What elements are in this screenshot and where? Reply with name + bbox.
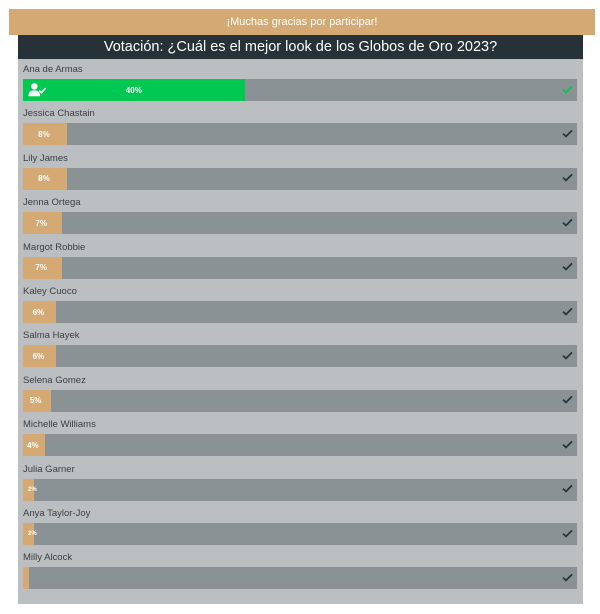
- poll-option-bar-fill: [23, 389, 51, 412]
- check-icon: [561, 260, 573, 274]
- poll-option-bar[interactable]: 6%: [23, 301, 577, 323]
- check-icon: [561, 526, 573, 540]
- poll-option-name: Kaley Cuoco: [23, 286, 77, 297]
- poll-option[interactable]: Salma Hayek 6%: [18, 325, 583, 369]
- poll-option-name: Selena Gomez: [23, 374, 86, 386]
- poll-option-name: Ana de Armas: [23, 64, 83, 75]
- poll-option-percent: 5%: [29, 396, 42, 406]
- poll-option-bar[interactable]: 7%: [23, 212, 577, 235]
- poll-option-name: Margot Robbie: [23, 241, 86, 253]
- check-icon: [561, 437, 573, 451]
- poll-option-bar[interactable]: 8%: [23, 167, 577, 190]
- poll-option-percent: 8%: [38, 129, 50, 139]
- poll-option[interactable]: Julia Garner 2%: [18, 459, 583, 503]
- poll-option[interactable]: Lily James 8%: [18, 148, 583, 192]
- poll-option-name: Jessica Chastain: [23, 108, 95, 120]
- poll-title: Votación: ¿Cuál es el mejor look de los …: [103, 39, 498, 55]
- poll-option-bar[interactable]: 2%: [23, 478, 577, 501]
- poll-option[interactable]: Anya Taylor-Joy 2%: [18, 503, 583, 547]
- poll-option-bar[interactable]: 6%: [23, 345, 577, 368]
- poll-option-percent: 6%: [32, 307, 45, 317]
- poll-option-percent: 2%: [28, 531, 37, 537]
- check-icon: [561, 82, 573, 96]
- poll-option-bar-fill: [23, 345, 57, 368]
- thanks-banner: ¡Muchas gracias por participar!: [9, 9, 595, 35]
- poll-option-name: Julia Garner: [23, 463, 75, 475]
- poll-option[interactable]: Milly Alcock: [18, 547, 583, 591]
- poll-panel: Votación: ¿Cuál es el mejor look de los …: [18, 35, 583, 604]
- check-icon: [561, 126, 573, 140]
- poll-option-bar-fill: [23, 523, 35, 545]
- poll-option-bar-fill: [23, 212, 62, 235]
- poll-option-name: Michelle Williams: [23, 419, 96, 431]
- poll-option-bar[interactable]: [23, 567, 577, 590]
- poll-option-bar-fill: [23, 256, 62, 279]
- poll-option[interactable]: Jessica Chastain 8%: [18, 103, 583, 147]
- poll-option-bar[interactable]: 8%: [23, 123, 577, 146]
- poll-option[interactable]: Ana de Armas 40%: [18, 59, 583, 103]
- poll-option-bar[interactable]: 40%: [23, 79, 577, 101]
- poll-header: Votación: ¿Cuál es el mejor look de los …: [18, 35, 583, 59]
- check-icon: [561, 482, 573, 496]
- poll-option-bar-fill: [23, 123, 68, 146]
- poll-option[interactable]: Margot Robbie 7%: [18, 237, 583, 281]
- poll-option-percent: 7%: [35, 218, 47, 228]
- poll-option[interactable]: Michelle Williams 4%: [18, 414, 583, 458]
- poll-option-name: Anya Taylor-Joy: [23, 508, 91, 519]
- poll-option-percent: 6%: [32, 351, 45, 361]
- check-icon: [561, 171, 573, 185]
- poll-option-bar-fill: [23, 434, 46, 457]
- poll-option-bar-fill: [23, 478, 35, 501]
- poll-option-percent: 4%: [27, 440, 39, 450]
- poll-option-percent: 2%: [28, 486, 37, 493]
- poll-option-bar-fill: [23, 167, 68, 190]
- poll-option-name: Jenna Ortega: [23, 197, 81, 209]
- poll-option[interactable]: Selena Gomez 5%: [18, 370, 583, 414]
- thanks-banner-text: ¡Muchas gracias por participar!: [226, 16, 378, 28]
- poll-option-percent: 40%: [125, 85, 142, 95]
- poll-option-bar-fill: [23, 567, 29, 590]
- poll-option[interactable]: Jenna Ortega 7%: [18, 192, 583, 236]
- check-icon: [561, 570, 573, 584]
- check-icon: [561, 215, 573, 229]
- poll-option-name: Milly Alcock: [23, 552, 73, 564]
- poll-option-percent: 7%: [35, 263, 47, 273]
- poll-option-bar-fill: [23, 301, 57, 323]
- poll-option-bar[interactable]: 4%: [23, 434, 577, 457]
- poll-option-name: Salma Hayek: [23, 330, 80, 342]
- poll-option-bar-fill: [23, 79, 245, 101]
- check-icon: [561, 393, 573, 407]
- poll-option-name: Lily James: [23, 152, 68, 164]
- poll-option-bar[interactable]: 7%: [23, 256, 577, 279]
- poll-option-percent: 8%: [38, 174, 50, 184]
- poll-option-bar[interactable]: 2%: [23, 523, 577, 545]
- poll-option[interactable]: Kaley Cuoco 6%: [18, 281, 583, 325]
- check-icon: [561, 348, 573, 362]
- poll-option-bar[interactable]: 5%: [23, 389, 577, 412]
- check-icon: [561, 304, 573, 318]
- user-check-icon: [28, 83, 46, 97]
